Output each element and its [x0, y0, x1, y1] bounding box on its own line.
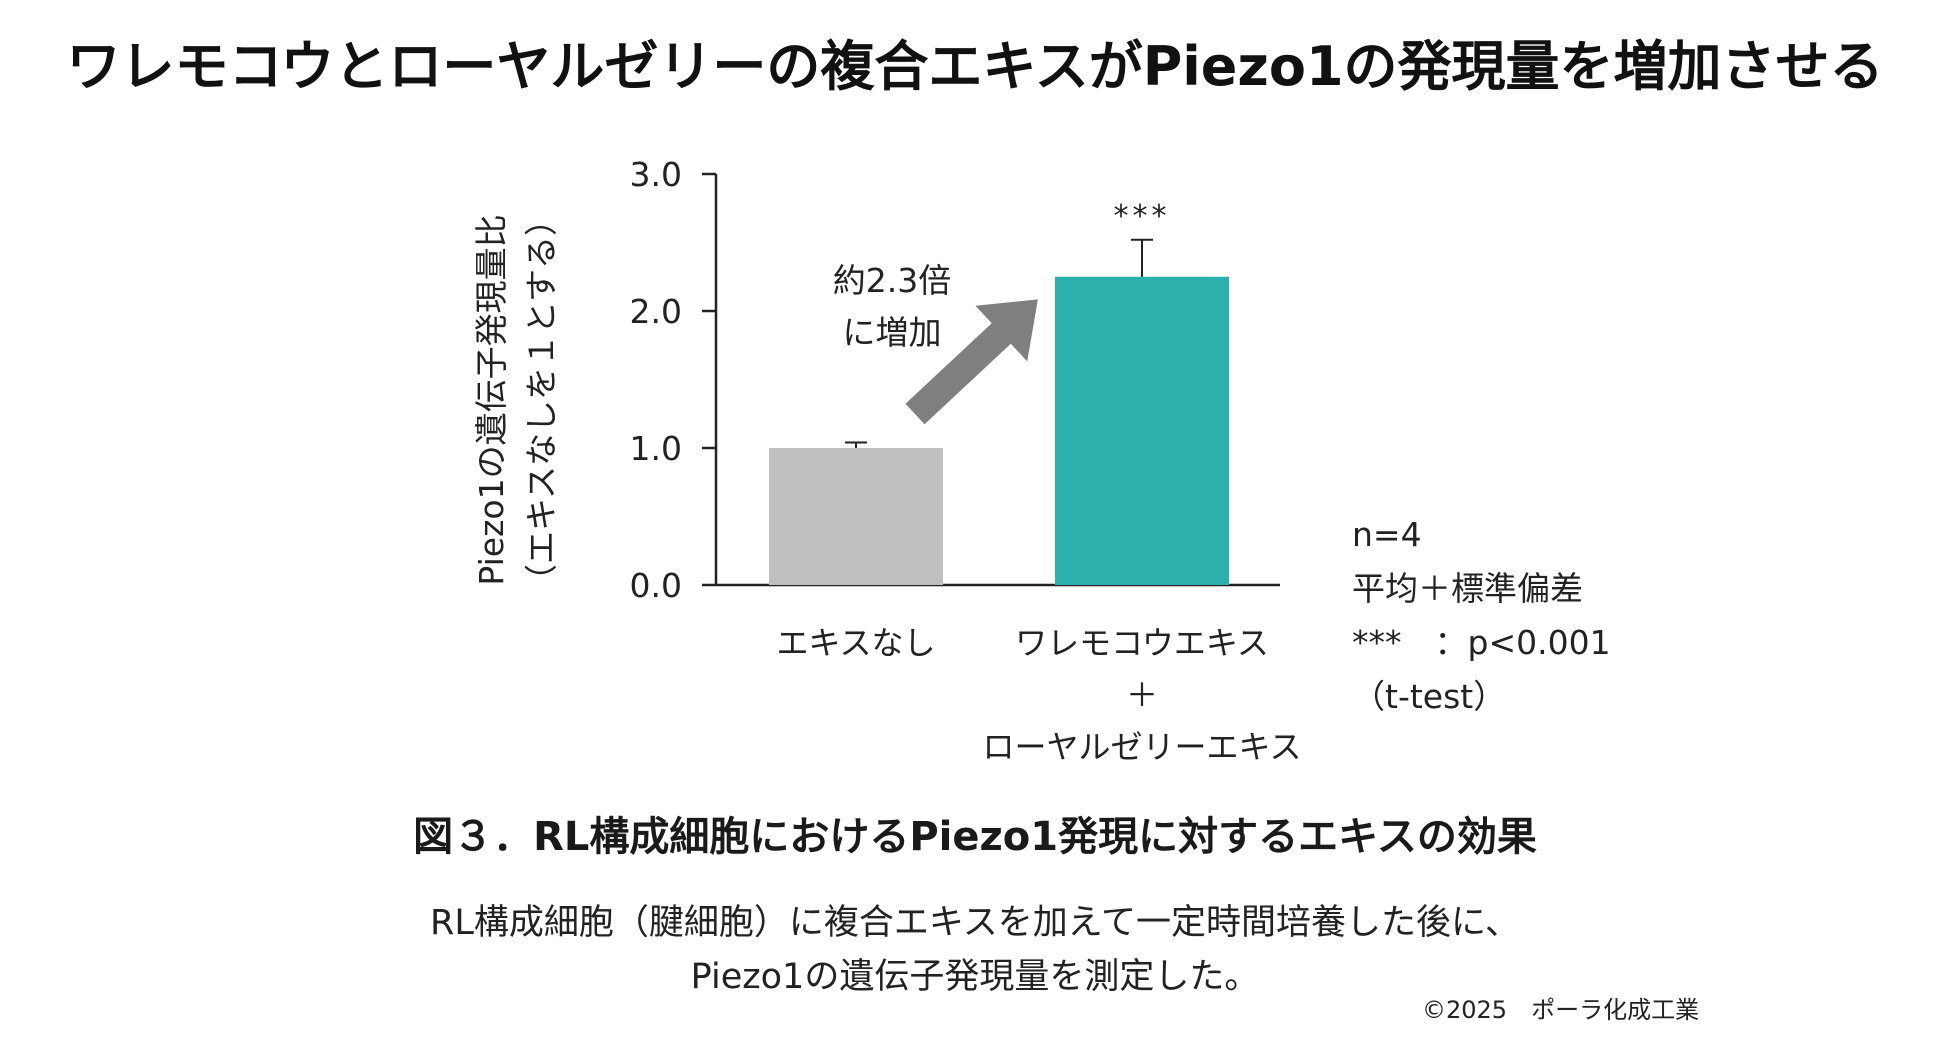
increase-annotation: 約2.3倍 — [833, 261, 951, 300]
x-category-label: ワレモコウエキス — [1015, 624, 1269, 662]
statistic-label: 平均＋標準偏差 — [1352, 569, 1583, 608]
increase-arrow — [905, 299, 1038, 425]
page-title: ワレモコウとローヤルゼリーの複合エキスがPiezo1の発現量を増加させる — [66, 35, 1884, 98]
x-category-label: エキスなし — [776, 624, 935, 662]
y-tick-label: 2.0 — [630, 292, 682, 331]
significance-mark: *** — [1114, 199, 1171, 234]
x-category-label: ローヤルゼリーエキス — [982, 728, 1301, 766]
y-tick-label: 3.0 — [630, 155, 682, 194]
increase-annotation: に増加 — [843, 313, 942, 352]
figure-description: RL構成細胞（腱細胞）に複合エキスを加えて一定時間培養した後に、 Piezo1の… — [0, 896, 1950, 1004]
y-tick-label: 1.0 — [630, 429, 682, 468]
increase-arrow-shape — [905, 299, 1038, 425]
test-label: （t-test） — [1352, 677, 1507, 716]
description-line: Piezo1の遺伝子発現量を測定した。 — [690, 957, 1260, 997]
significance-label: *** ：p<0.001 — [1352, 623, 1611, 662]
bar-chart: 0.0 1.0 2.0 3.0 Piezo1の遺伝子発現量比 （エキスなしを１とする） エキ… — [472, 155, 1302, 766]
copyright-notice: ©2025 ポーラ化成工業 — [1422, 996, 1700, 1024]
sample-size-label: n=4 — [1352, 515, 1422, 554]
bar — [1055, 276, 1229, 585]
x-category-label: ＋ — [1126, 676, 1158, 714]
figure-caption: 図３．RL構成細胞におけるPiezo1発現に対するエキスの効果 — [413, 814, 1537, 860]
bar — [769, 448, 943, 585]
y-axis-label: （エキスなしを１とする） — [522, 203, 561, 597]
statistics-note: n=4 平均＋標準偏差 *** ：p<0.001 （t-test） — [1352, 508, 1611, 724]
y-tick-label: 0.0 — [630, 566, 682, 605]
y-axis-label: Piezo1の遺伝子発現量比 — [472, 214, 511, 585]
description-line: RL構成細胞（腱細胞）に複合エキスを加えて一定時間培養した後に、 — [430, 903, 1520, 943]
